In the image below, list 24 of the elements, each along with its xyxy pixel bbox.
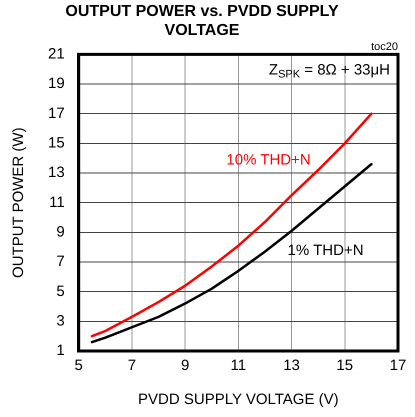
y-tick-label: 11 [49, 194, 65, 211]
y-tick-label: 17 [48, 104, 65, 122]
series-label: 10% THD+N [226, 151, 311, 168]
x-tick-label: 15 [336, 357, 354, 374]
x-tick-label: 11 [230, 357, 246, 374]
y-tick-label: 13 [48, 164, 65, 182]
x-tick-label: 17 [390, 357, 406, 374]
y-tick-label: 9 [56, 224, 65, 240]
y-tick-label: 19 [48, 75, 65, 92]
y-tick-label: 21 [48, 46, 65, 63]
y-tick-label: 3 [56, 312, 65, 330]
y-tick-label: 15 [48, 134, 65, 152]
y-axis-title: OUTPUT POWER (W) [10, 127, 28, 278]
x-tick-label: 13 [283, 357, 300, 374]
y-tick-label: 5 [56, 282, 65, 300]
x-tick-label: 9 [180, 357, 190, 374]
x-tick-label: 7 [128, 357, 136, 374]
x-tick-label: 5 [74, 357, 83, 374]
y-tick-label: 1 [56, 342, 65, 360]
y-tick-label: 7 [56, 253, 65, 270]
series-label: 1% THD+N [288, 242, 364, 260]
text: toc20 [371, 40, 398, 53]
x-axis-title: PVDD SUPPLY VOLTAGE (V) [138, 391, 339, 408]
chart-title: OUTPUT POWER vs. PVDD SUPPLY VOLTAGE [65, 3, 339, 40]
